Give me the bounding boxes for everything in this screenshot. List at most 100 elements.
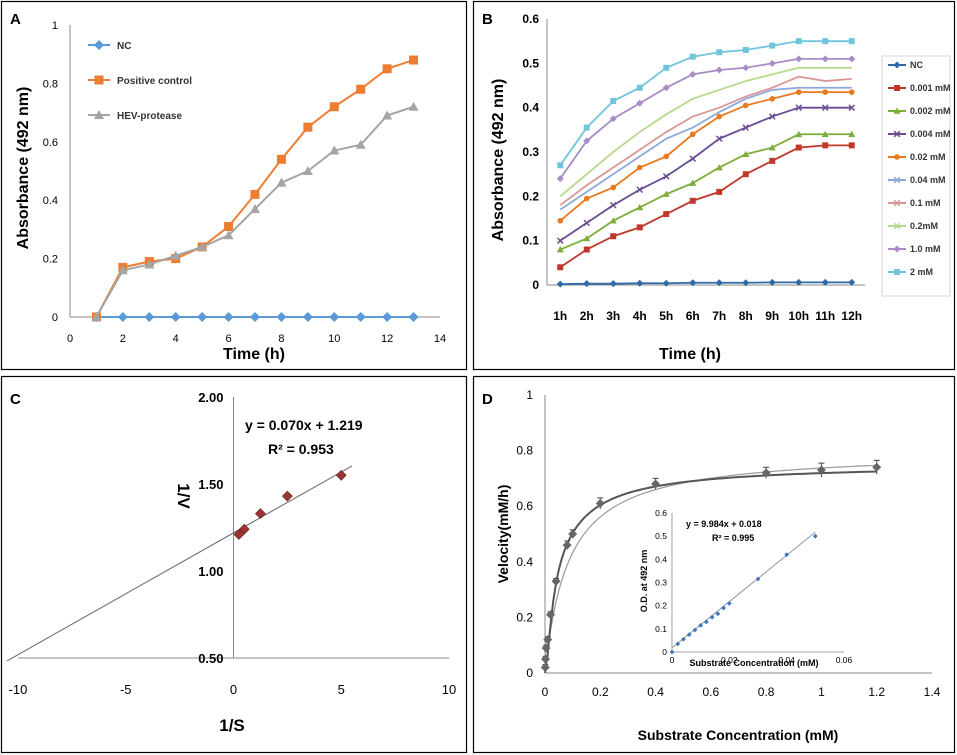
panel-a-point-hev-protease [170, 250, 181, 260]
panel-b-point-1-0-mm [662, 84, 670, 92]
panel-b-series-line-2-mm [559, 40, 852, 166]
panel-b-point-0-004-mm [636, 186, 644, 194]
panel-b-point-0-004-mm [715, 135, 723, 143]
panel-b-y-axis-label: Absorbance (492 nm) [490, 79, 507, 242]
panel-a-y-tick-label: 0.8 [43, 78, 58, 90]
inset-r-squared: R² = 0.995 [712, 533, 754, 543]
panel-b-series-line-nc [560, 281, 852, 286]
panel-d-x-tick-label: 1.4 [924, 685, 941, 699]
panel-b-legend-box [881, 55, 951, 297]
panel-a-legend-marker-hev-protease [94, 110, 104, 119]
panel-d-y-tick-label: 0 [526, 666, 533, 680]
panel-d-inset-background [617, 508, 860, 672]
panel-b-series-line-1-0-mm [559, 58, 852, 180]
panel-a-legend-label: HEV-protease [117, 111, 182, 122]
panel-b-point-nc [821, 278, 829, 286]
inset-data-point [812, 533, 818, 539]
inset-data-point [675, 641, 681, 647]
panel-c-y-tick-label: 2.00 [198, 390, 223, 405]
panel-c-x-tick-label: 0 [230, 682, 237, 697]
panel-b-point-0-02-mm [716, 113, 723, 120]
panel-d-data-point [543, 635, 553, 645]
panel-a-point-hev-protease [223, 230, 234, 240]
inset-data-point [755, 576, 761, 582]
panel-b-legend-label: NC [910, 60, 923, 70]
panel-b-point-0-02-mm [583, 195, 590, 202]
panel-c-y-tick-label: 1.50 [198, 477, 223, 492]
panel-d-x-tick-label: 0 [542, 685, 549, 699]
panel-b-point-nc [556, 280, 564, 288]
panel-a-point-positive-control [409, 55, 419, 65]
panel-b-point-0-004-mm [556, 237, 564, 244]
panel-labels: A B C D [10, 11, 493, 408]
panel-a-legend-marker-positive-control [94, 75, 104, 85]
inset-y-tick-label: 0 [662, 647, 667, 657]
panel-b-legend-marker-0-02-mm [894, 154, 900, 160]
panel-b-point-0-001-mm [848, 142, 855, 149]
inset-data-point [704, 619, 709, 625]
panel-a-point-nc [250, 312, 260, 322]
panel-d-y-tick-label: 0.2 [516, 610, 533, 624]
panel-a-x-tick-label: 12 [381, 333, 393, 345]
panel-b-point-0-002-mm [609, 217, 617, 224]
inset-x-tick-label: 0.02 [721, 655, 738, 665]
panel-b-legend-label: 0.001 mM [910, 83, 951, 93]
panel-b-point-0-02-mm [848, 89, 855, 95]
panel-c-y-axis-label: 1/V [174, 483, 193, 509]
panel-a-point-nc [302, 312, 313, 322]
inset-x-tick-label: 0 [670, 655, 675, 665]
panel-a-point-positive-control [329, 102, 339, 112]
panel-a-point-nc [408, 312, 419, 322]
panel-b-x-tick-label: 6h [686, 309, 700, 323]
panel-b-x-tick-label: 5h [659, 309, 673, 323]
panel-d-x-tick-label: 1.2 [868, 685, 885, 699]
panel-b-point-0-001-mm [689, 197, 696, 204]
inset-data-point [726, 600, 732, 606]
panel-b-point-0-02-mm [822, 89, 829, 95]
panel-b-point-0-001-mm [610, 233, 617, 240]
panel-b-legend-label: 0.02 mM [910, 152, 946, 162]
panel-b-legend-marker-0-004-mm [893, 130, 901, 138]
panel-b-point-0-002-mm [848, 130, 856, 138]
panel-b-point-1-0-mm [715, 66, 723, 74]
panel-b-point-0-001-mm [716, 188, 723, 195]
panel-a-point-hev-protease [382, 110, 393, 120]
inset-y-tick-label: 0.6 [655, 508, 667, 518]
panel-a-point-hev-protease [91, 312, 102, 321]
panel-b-point-0-004-mm [742, 124, 750, 131]
panel-b-point-0-02-mm [557, 217, 564, 224]
panel-a-point-hev-protease [250, 203, 260, 213]
panel-d-data-point [872, 462, 882, 472]
inset-data-point [715, 611, 721, 617]
panel-b-x-tick-label: 7h [712, 309, 726, 323]
panel-b-point-1-0-mm [689, 70, 697, 78]
inset-data-point [721, 605, 726, 611]
panel-d-x-tick-label: 1 [818, 685, 825, 699]
panel-b-point-0-002-mm [689, 179, 697, 186]
panel-b-point-0-004-mm [583, 219, 591, 227]
panel-b-x-axis-label: Time (h) [659, 346, 721, 363]
panel-b-series-line-0-02-mm [559, 91, 852, 222]
panel-b-point-2-mm [848, 38, 855, 45]
panel-d-data-point [761, 468, 771, 478]
panel-d-data-point [595, 498, 605, 508]
panel-b-point-0-004-mm [609, 201, 617, 209]
panel-b-y-tick-label: 0.3 [522, 145, 539, 159]
panel-d-x-tick-label: 0.4 [647, 685, 664, 699]
inset-x-tick-label: 0.04 [778, 655, 795, 665]
panel-b-point-nc [583, 280, 591, 288]
panel-c-data-point [233, 529, 245, 540]
panel-d-x-tick-label: 0.2 [592, 685, 609, 699]
panel-c-x-tick-label: -10 [9, 682, 28, 697]
panel-b-chart: Time (h) Absorbance (492 nm) 0 0.1 0.2 0.3 0… [490, 12, 951, 363]
panel-a-x-tick-label: 8 [278, 333, 284, 345]
panel-a-y-tick-label: 1 [52, 20, 58, 32]
panel-d-y-tick-label: 0.6 [516, 499, 533, 513]
panel-b-point-nc [715, 279, 723, 287]
panel-a-label: A [10, 11, 21, 28]
panel-b-point-1-0-mm [583, 137, 591, 145]
panel-b-point-0-004-mm [795, 104, 803, 111]
panel-b-x-tick-label: 12h [841, 309, 862, 323]
panel-c-data-point [335, 469, 347, 481]
panel-b-point-nc [636, 279, 644, 287]
